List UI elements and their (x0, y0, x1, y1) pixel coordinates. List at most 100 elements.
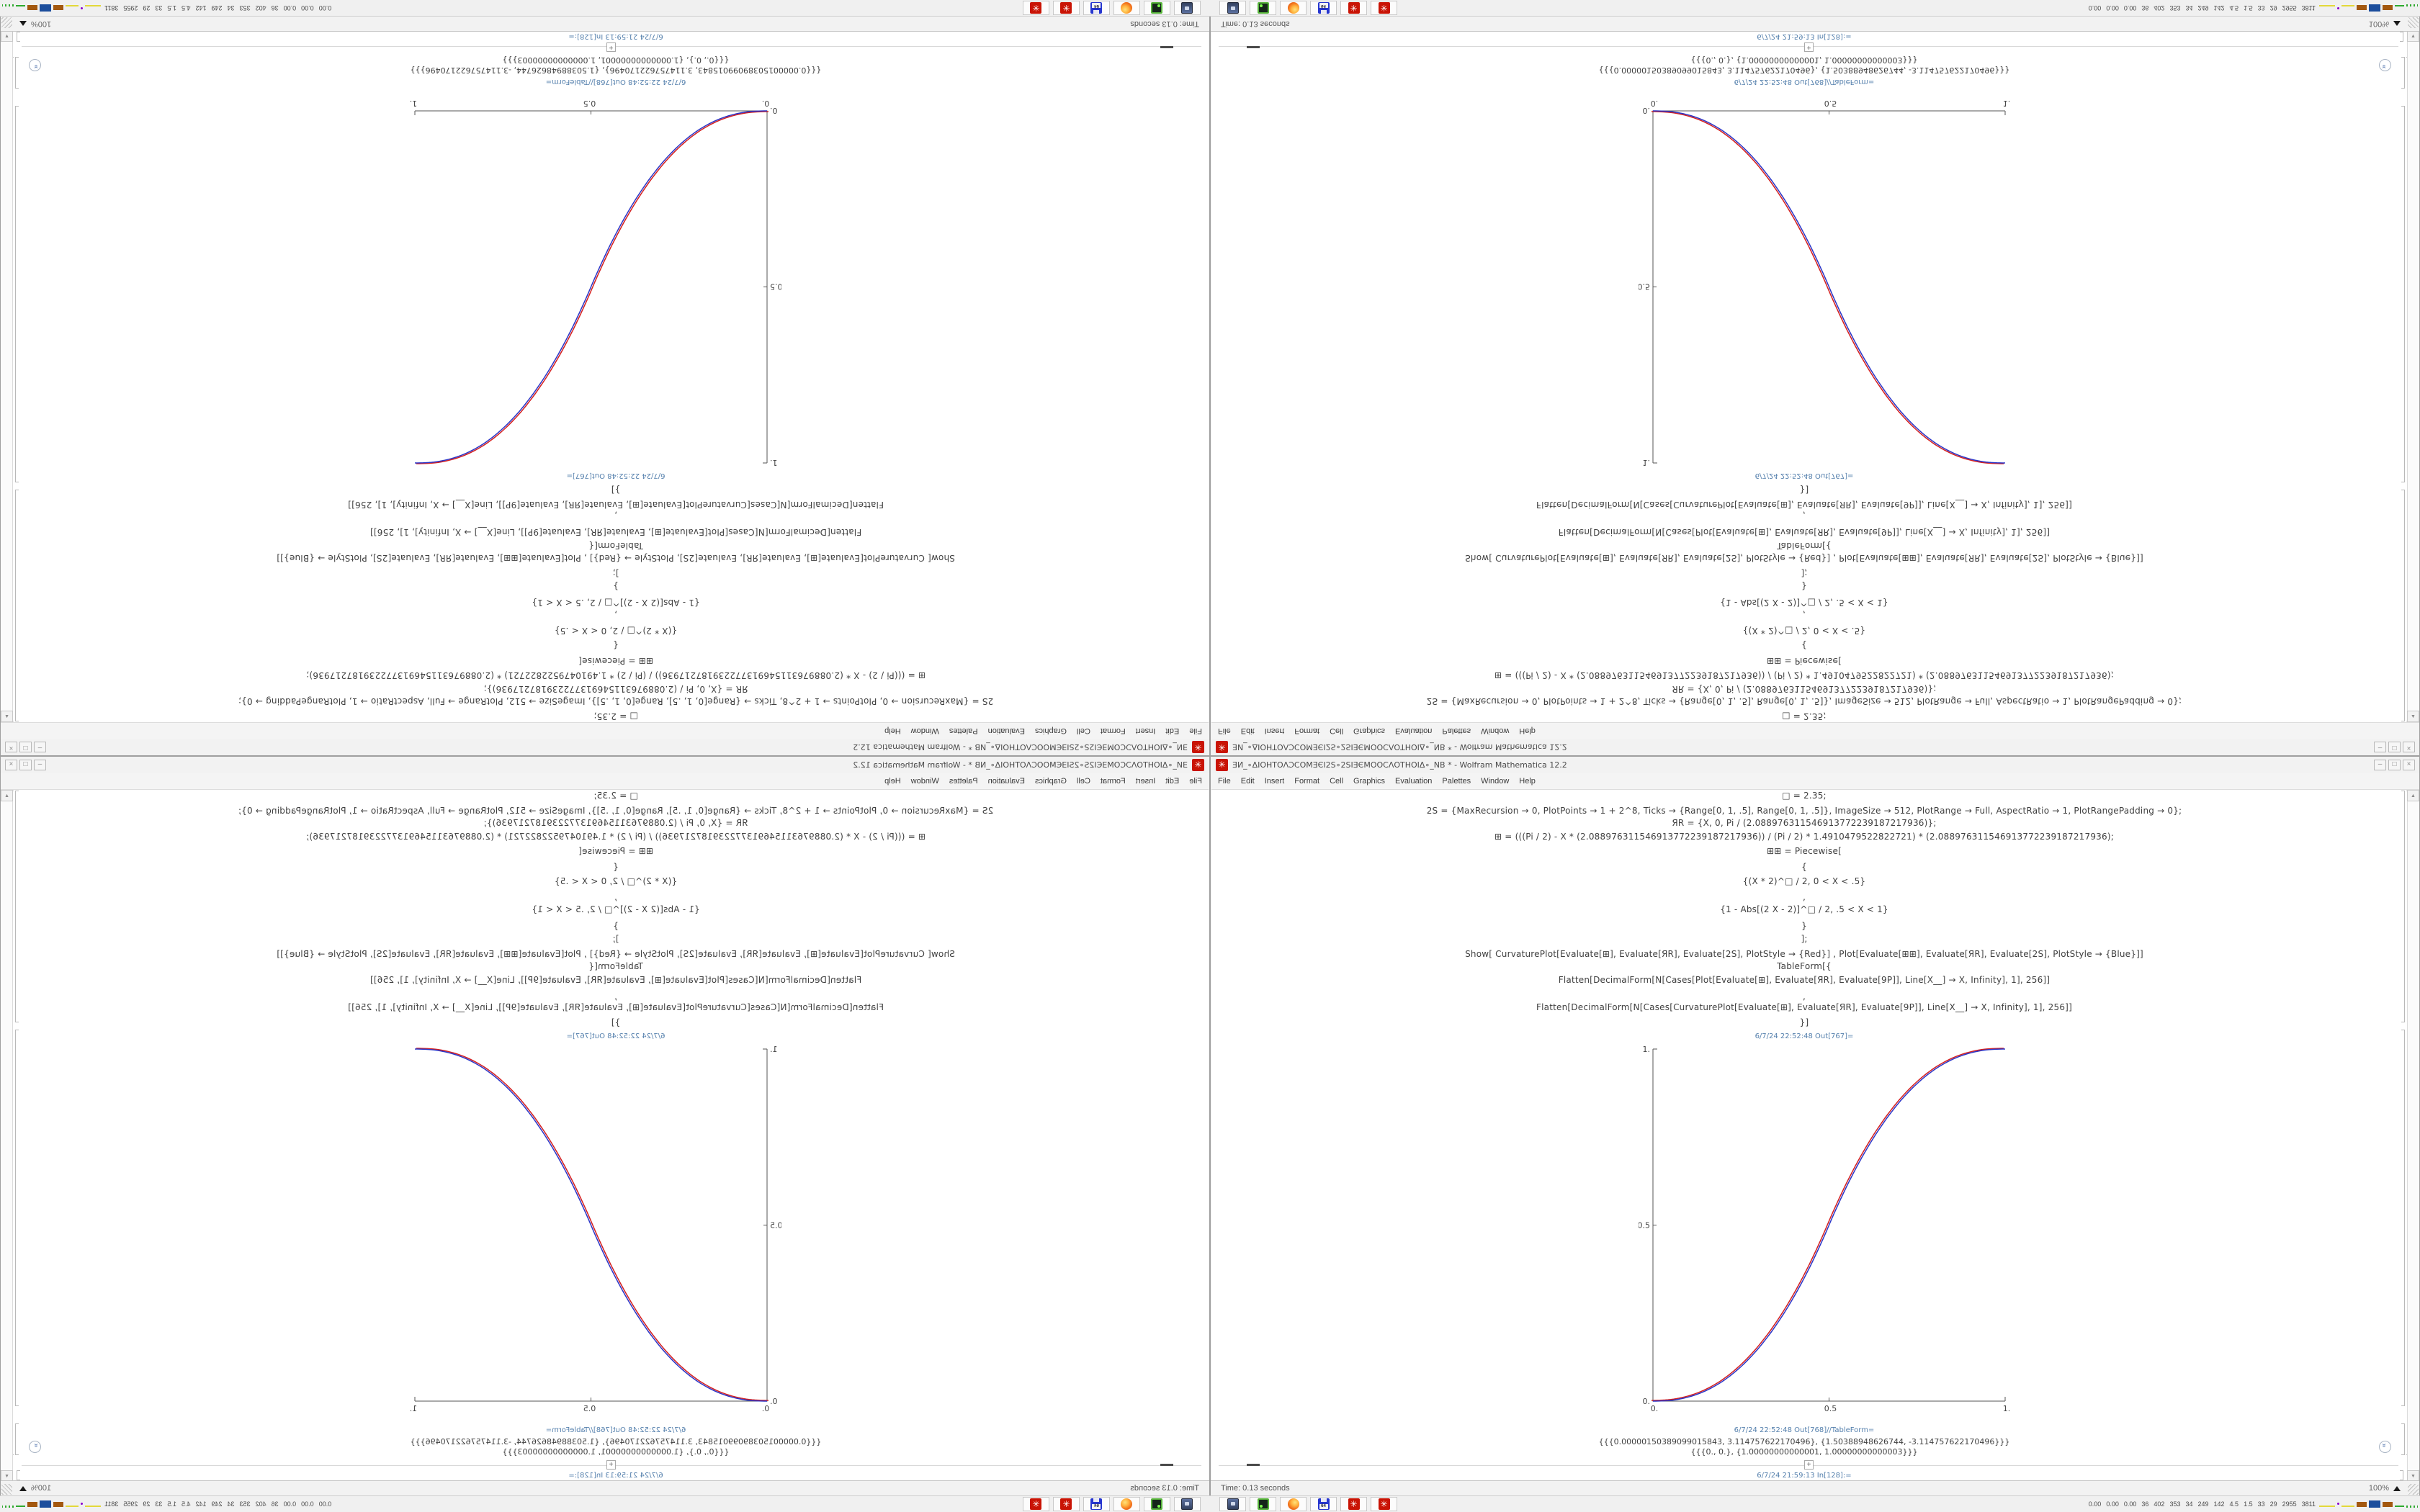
menu-file[interactable]: File (1218, 726, 1231, 735)
taskbar-button-mathematica[interactable]: ✳ (1023, 1497, 1049, 1511)
menu-cell[interactable]: Cell (1076, 777, 1090, 786)
insert-cell-plus-icon[interactable]: + (606, 1460, 616, 1470)
code-line[interactable]: {1 - Abs[(2 X - 2)]^□ / 2, .5 < X < 1} (1720, 598, 1888, 608)
taskbar-button-hwinfo64-floppy[interactable]: 64 (1083, 1, 1110, 15)
menu-edit[interactable]: Edit (1165, 726, 1180, 735)
close-button[interactable]: × (2403, 742, 2415, 752)
menu-help[interactable]: Help (884, 777, 901, 786)
code-line[interactable]: ⊞ = (((Pi / 2) - X * (2.0889763115469137… (306, 670, 926, 680)
code-line[interactable]: {1 - Abs[(2 X - 2)]^□ / 2, .5 < X < 1} (532, 904, 700, 914)
menu-window[interactable]: Window (1481, 777, 1510, 786)
taskbar-button-hwinfo64-floppy[interactable]: 64 (1083, 1497, 1110, 1511)
taskbar-button-hw-sensor[interactable] (1250, 1, 1276, 15)
title-bar[interactable]: ✳ ƎИ_∘ΔΙΟΗΤΟΛƆCΟΜƎЄΙ2Ѕ∘2ЅΙƎЄΜΟΟCΛΟΤΗΟΙΔ∘… (1211, 739, 2419, 755)
code-line[interactable]: ЯR = {X, 0, Pi / (2.08897631154691377223… (483, 818, 748, 828)
output-line[interactable]: {{{0.00000150389099015843, 3.11475762217… (1598, 1437, 2010, 1446)
code-line[interactable]: ⊞ = (((Pi / 2) - X * (2.0889763115469137… (1494, 832, 2114, 842)
code-line[interactable]: {(X * 2)^□ / 2, 0 < X < .5} (554, 876, 678, 886)
cell-bracket-table-output[interactable] (15, 1423, 19, 1455)
scroll-down-arrow-icon[interactable]: ▼ (2407, 30, 2419, 42)
cell-bracket-input[interactable] (2401, 791, 2405, 1022)
menu-cell[interactable]: Cell (1076, 726, 1090, 735)
cell-bracket-new-input[interactable] (2400, 1470, 2403, 1480)
scroll-up-arrow-icon[interactable]: ▲ (1, 790, 13, 801)
code-line[interactable]: }] (1799, 485, 1809, 495)
magnification-control[interactable]: 100% (31, 19, 52, 28)
code-line[interactable]: Flatten[DecimalForm[N[Cases[CurvaturePlo… (1536, 500, 2072, 510)
title-bar[interactable]: ✳ ƎИ_∘ΔΙΟΗΤΟΛƆCΟΜƎЄΙ2Ѕ∘2ЅΙƎЄΜΟΟCΛΟΤΗΟΙΔ∘… (1, 739, 1209, 755)
code-line[interactable]: TableForm[{ (1777, 961, 1832, 971)
menu-graphics[interactable]: Graphics (1353, 777, 1386, 786)
code-line[interactable]: Flatten[DecimalForm[N[Cases[Plot[Evaluat… (369, 975, 862, 985)
magnification-popup-arrow-icon[interactable] (19, 21, 27, 26)
code-line[interactable]: TableForm[{ (1777, 541, 1832, 551)
taskbar-button-mathematica[interactable]: ✳ (1053, 1, 1080, 15)
magnification-popup-arrow-icon[interactable] (2393, 1486, 2401, 1491)
cell-bracket-new-input[interactable] (17, 1470, 20, 1480)
menu-palettes[interactable]: Palettes (1442, 777, 1471, 786)
menu-palettes[interactable]: Palettes (949, 777, 978, 786)
taskbar-button-mathematica[interactable]: ✳ (1340, 1, 1367, 15)
code-line[interactable]: ⊞⊞ = Piecewise[ (578, 656, 653, 666)
cell-bracket-table-output[interactable] (2401, 1423, 2405, 1455)
code-line[interactable]: , (614, 991, 618, 1002)
menu-window[interactable]: Window (910, 777, 939, 786)
menu-graphics[interactable]: Graphics (1353, 726, 1386, 735)
code-line[interactable]: Flatten[DecimalForm[N[Cases[CurvaturePlo… (1536, 1002, 2072, 1012)
code-line[interactable]: ЯR = {X, 0, Pi / (2.08897631154691377223… (1672, 818, 1937, 828)
menu-graphics[interactable]: Graphics (1034, 777, 1067, 786)
output-line[interactable]: {{{0.00000150389099015843, 3.11475762217… (410, 66, 822, 75)
menu-palettes[interactable]: Palettes (1442, 726, 1471, 735)
taskbar-button-hw-sensor[interactable] (1250, 1497, 1276, 1511)
code-line[interactable]: ⊞⊞ = Piecewise[ (1767, 656, 1842, 666)
menu-cell[interactable]: Cell (1330, 777, 1344, 786)
menu-file[interactable]: File (1218, 777, 1231, 786)
code-line[interactable]: ⊞ = (((Pi / 2) - X * (2.0889763115469137… (306, 832, 926, 842)
notebook-content[interactable]: □ = 2.35; 2S = {MaxRecursion → 0, PlotPoi… (1211, 30, 2419, 723)
output-line[interactable]: {{{0., 0.}, {1.00000000000001, 1.0000000… (502, 1447, 730, 1457)
code-line[interactable]: 2S = {MaxRecursion → 0, PlotPoints → 1 +… (238, 696, 994, 706)
taskbar-button-firefox[interactable] (1280, 1497, 1307, 1511)
menu-evaluation[interactable]: Evaluation (987, 777, 1025, 786)
code-line[interactable]: }] (611, 1017, 621, 1027)
insert-cell-plus-icon[interactable]: + (1804, 1460, 1814, 1470)
notebook-content[interactable]: □ = 2.35; 2S = {MaxRecursion → 0, PlotPoi… (1211, 789, 2419, 1482)
output-line[interactable]: {{{0., 0.}, {1.00000000000001, 1.0000000… (1690, 1447, 1918, 1457)
maximize-button[interactable]: □ (19, 742, 32, 752)
menu-edit[interactable]: Edit (1240, 777, 1255, 786)
taskbar-button-hw-sensor[interactable] (1144, 1, 1170, 15)
cell-bracket-plot-output[interactable] (2401, 1030, 2405, 1406)
insert-cell-plus-icon[interactable]: + (606, 42, 616, 52)
taskbar-button-hwinfo64-floppy[interactable]: 64 (1310, 1, 1337, 15)
maximize-button[interactable]: □ (2388, 742, 2401, 752)
code-line[interactable]: TableForm[{ (588, 541, 643, 551)
menu-window[interactable]: Window (1481, 726, 1510, 735)
menu-palettes[interactable]: Palettes (949, 726, 978, 735)
output-line[interactable]: {{{0.00000150389099015843, 3.11475762217… (1598, 66, 2010, 75)
taskbar-button-mathematica[interactable]: ✳ (1371, 1, 1397, 15)
taskbar-button-screen-capture[interactable] (1174, 1497, 1201, 1511)
maximize-button[interactable]: □ (19, 760, 32, 770)
cell-bracket-new-input[interactable] (2400, 32, 2403, 42)
open-group-chevron-icon[interactable]: » (29, 1441, 41, 1453)
menu-help[interactable]: Help (884, 726, 901, 735)
window-resize-grip[interactable] (2408, 17, 2419, 28)
taskbar-button-firefox[interactable] (1280, 1, 1307, 15)
menu-format[interactable]: Format (1294, 777, 1320, 786)
menu-file[interactable]: File (1189, 777, 1202, 786)
taskbar-button-screen-capture[interactable] (1174, 1, 1201, 15)
close-button[interactable]: × (2403, 760, 2415, 770)
code-line[interactable]: , (614, 892, 618, 902)
code-line[interactable]: } (613, 581, 619, 591)
open-group-chevron-icon[interactable]: » (2379, 1441, 2391, 1453)
code-line[interactable]: , (1802, 610, 1806, 620)
cell-bracket-plot-output[interactable] (2401, 106, 2405, 482)
code-line[interactable]: }] (1799, 1017, 1809, 1027)
code-line[interactable]: , (1802, 510, 1806, 521)
code-line[interactable]: , (1802, 892, 1806, 902)
code-line[interactable]: {1 - Abs[(2 X - 2)]^□ / 2, .5 < X < 1} (532, 598, 700, 608)
cell-insertion-cursor[interactable] (1247, 1464, 1260, 1466)
taskbar-button-mathematica[interactable]: ✳ (1023, 1, 1049, 15)
menu-edit[interactable]: Edit (1240, 726, 1255, 735)
menu-window[interactable]: Window (910, 726, 939, 735)
